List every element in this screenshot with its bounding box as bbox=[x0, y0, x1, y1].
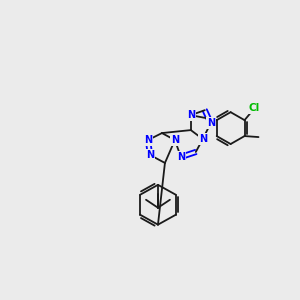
Text: Cl: Cl bbox=[249, 103, 260, 113]
Text: N: N bbox=[199, 134, 207, 144]
Text: N: N bbox=[187, 110, 195, 120]
Text: N: N bbox=[146, 150, 154, 160]
Text: N: N bbox=[171, 135, 179, 145]
Text: N: N bbox=[207, 118, 215, 128]
Text: N: N bbox=[144, 135, 152, 145]
Text: N: N bbox=[177, 152, 185, 162]
